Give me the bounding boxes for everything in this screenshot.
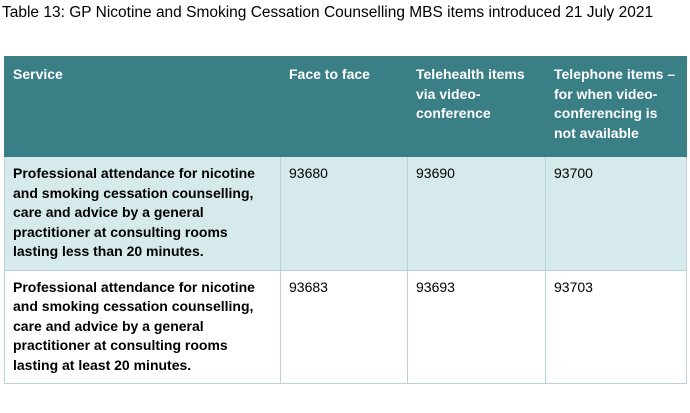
item-telephone: 93700 bbox=[545, 156, 687, 271]
header-row: Service Face to face Telehealth items vi… bbox=[4, 56, 687, 157]
mbs-items-table: Service Face to face Telehealth items vi… bbox=[4, 56, 687, 384]
item-telephone: 93703 bbox=[545, 269, 687, 384]
table-body: Professional attendance for nicotine and… bbox=[4, 156, 687, 384]
header-service: Service bbox=[4, 56, 281, 157]
service-description: Professional attendance for nicotine and… bbox=[4, 269, 281, 384]
header-telephone: Telephone items – for when video-confere… bbox=[545, 56, 687, 157]
header-telehealth-video: Telehealth items via video-conference bbox=[407, 56, 546, 157]
item-telehealth-video: 93690 bbox=[407, 156, 546, 271]
header-face-to-face: Face to face bbox=[280, 56, 408, 157]
item-face-to-face: 93680 bbox=[280, 156, 408, 271]
item-face-to-face: 93683 bbox=[280, 269, 408, 384]
table-row: Professional attendance for nicotine and… bbox=[4, 156, 687, 271]
table-row: Professional attendance for nicotine and… bbox=[4, 269, 687, 384]
table-caption: Table 13: GP Nicotine and Smoking Cessat… bbox=[2, 4, 654, 21]
table-header: Service Face to face Telehealth items vi… bbox=[4, 56, 687, 157]
service-description: Professional attendance for nicotine and… bbox=[4, 156, 281, 271]
item-telehealth-video: 93693 bbox=[407, 269, 546, 384]
